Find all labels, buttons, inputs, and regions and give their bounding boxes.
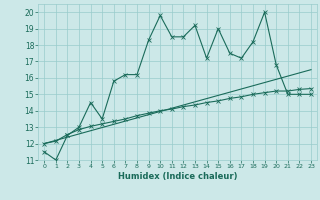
X-axis label: Humidex (Indice chaleur): Humidex (Indice chaleur)	[118, 172, 237, 181]
